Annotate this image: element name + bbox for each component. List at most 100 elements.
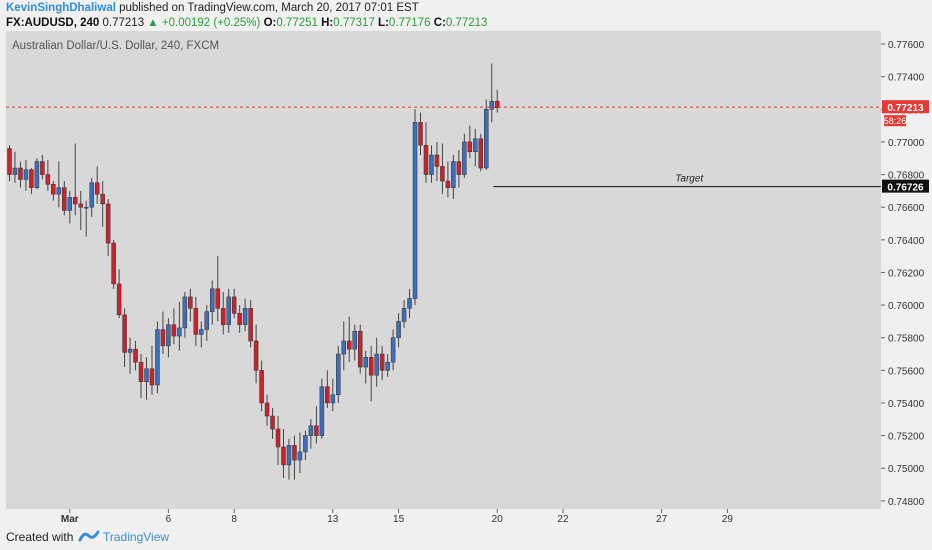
up-arrow-icon: ▲ — [147, 17, 159, 29]
x-tick-label: 15 — [393, 514, 405, 525]
candle-body — [67, 197, 73, 211]
candle-body — [319, 386, 325, 436]
candle-body — [357, 330, 363, 368]
candle-body — [275, 428, 281, 448]
y-tick-label: 0.76200 — [888, 268, 925, 279]
y-tick-label: 0.75000 — [888, 464, 925, 475]
candle-body — [423, 144, 429, 175]
candle-body — [199, 329, 204, 335]
candle-body — [18, 167, 23, 180]
y-tick-label: 0.77400 — [888, 73, 925, 84]
candle-body — [264, 402, 270, 417]
candle-body — [374, 353, 379, 376]
candle-body — [440, 166, 445, 182]
price-change: +0.00192 (+0.25%) — [161, 17, 261, 29]
candle-body — [204, 311, 210, 330]
close-value: 0.77213 — [445, 17, 488, 29]
candle-body — [177, 327, 182, 337]
candle-body — [314, 425, 319, 436]
low-value: 0.77176 — [388, 17, 431, 29]
footer: Created with TradingView — [0, 525, 932, 550]
candle-body — [45, 174, 51, 185]
candle-body — [281, 446, 286, 466]
tradingview-logo-icon[interactable] — [78, 529, 100, 546]
candle-body — [155, 329, 160, 386]
candle-body — [40, 161, 45, 175]
plot-area[interactable] — [6, 31, 881, 509]
x-tick-label: 22 — [557, 514, 569, 525]
candle-body — [303, 435, 308, 453]
x-tick-label: 20 — [492, 514, 504, 525]
x-tick-label: 29 — [722, 514, 734, 525]
candle-body — [149, 368, 155, 386]
candle-body — [259, 370, 264, 404]
candle-body — [138, 361, 144, 383]
publish-info: published on TradingView.com, March 20, … — [119, 2, 419, 14]
chart-header: KevinSinghDhaliwal published on TradingV… — [6, 1, 926, 33]
candle-body — [116, 283, 122, 316]
candle-body — [83, 206, 89, 209]
candle-body — [429, 154, 434, 175]
open-label: O: — [263, 17, 277, 29]
candle-body — [89, 182, 94, 208]
x-tick-label: 27 — [656, 514, 668, 525]
candle-body — [12, 167, 18, 175]
candle-body — [171, 324, 177, 337]
candle-body — [484, 109, 489, 169]
candle-body — [489, 100, 494, 110]
y-tick-label: 0.77000 — [888, 138, 925, 149]
y-tick-label: 0.75800 — [888, 334, 925, 345]
candle-body — [297, 451, 303, 461]
candle-body — [478, 138, 484, 169]
candle-body — [23, 169, 29, 180]
candle-body — [248, 308, 253, 342]
candle-body — [390, 337, 396, 363]
candle-body — [352, 330, 357, 350]
candle-body — [51, 184, 56, 195]
candle-body — [462, 141, 467, 175]
candle-body — [29, 169, 34, 188]
candle-body — [133, 348, 138, 363]
y-tick-label: 0.74800 — [888, 497, 925, 508]
candle-body — [231, 296, 237, 314]
candle-body — [188, 296, 193, 309]
y-tick-label: 0.77600 — [888, 40, 925, 51]
candle-body — [467, 141, 473, 152]
candle-body — [237, 312, 242, 325]
created-with-label: Created with — [6, 530, 74, 544]
x-tick-label: Mar — [61, 514, 79, 525]
candle-body — [62, 187, 67, 211]
target-price-value: 0.76726 — [887, 183, 924, 194]
candle-body — [445, 180, 451, 188]
author-link[interactable]: KevinSinghDhaliwal — [6, 2, 116, 14]
countdown-value: 58:26 — [884, 116, 907, 126]
candle-body — [434, 154, 440, 167]
low-label: L: — [378, 17, 389, 29]
candle-body — [385, 361, 390, 371]
countdown-badge — [884, 115, 906, 127]
tradingview-brand-link[interactable]: TradingView — [103, 530, 170, 544]
candle-body — [270, 415, 275, 430]
candle-body — [368, 357, 374, 376]
last-price: 0.77213 — [102, 17, 145, 29]
candle-body — [286, 445, 292, 466]
candle-body — [401, 308, 407, 322]
candle-body — [144, 368, 149, 383]
candle-body — [105, 203, 111, 244]
open-value: 0.77251 — [276, 17, 318, 29]
y-tick-label: 0.76600 — [888, 203, 925, 214]
close-label: C: — [433, 17, 446, 29]
candle-body — [73, 197, 78, 205]
candle-body — [34, 161, 40, 188]
candle-body — [226, 296, 231, 325]
candle-body — [7, 148, 12, 175]
candle-body — [111, 242, 116, 285]
candle-body — [451, 161, 456, 188]
candle-body — [127, 348, 133, 353]
y-tick-label: 0.75600 — [888, 366, 925, 377]
candle-body — [182, 296, 188, 329]
x-tick-label: 8 — [231, 514, 237, 525]
candle-body — [56, 187, 62, 195]
candle-body — [325, 386, 330, 404]
